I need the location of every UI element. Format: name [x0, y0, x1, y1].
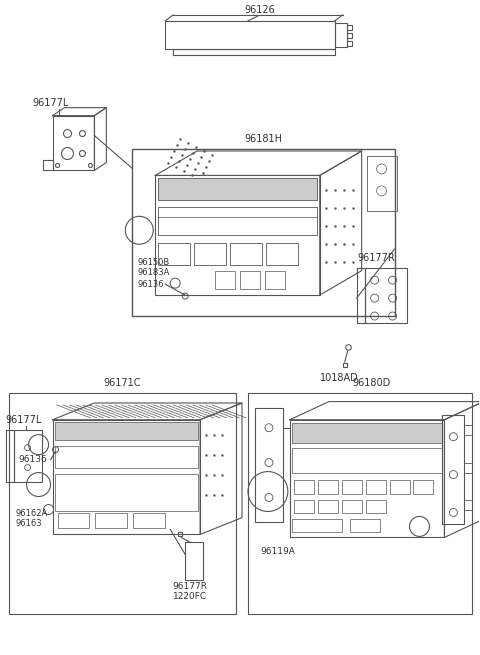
Bar — [347, 33, 352, 38]
Bar — [58, 514, 89, 529]
Bar — [290, 420, 444, 537]
Text: 96150B: 96150B — [137, 258, 169, 267]
Bar — [248, 393, 472, 614]
Bar — [464, 462, 472, 472]
Bar — [342, 500, 361, 514]
Text: 96177L: 96177L — [33, 98, 69, 107]
Bar — [443, 415, 464, 525]
Text: 1220FC: 1220FC — [173, 592, 207, 601]
Bar — [165, 21, 335, 49]
Bar — [366, 500, 385, 514]
Bar — [55, 474, 198, 512]
Bar — [365, 268, 407, 323]
Text: 96171C: 96171C — [104, 378, 141, 388]
Text: 96177L: 96177L — [6, 415, 42, 424]
Bar — [350, 519, 380, 533]
Bar — [55, 422, 198, 440]
Bar — [347, 41, 352, 46]
Bar — [464, 500, 472, 510]
Text: 96162A: 96162A — [16, 510, 48, 519]
Bar — [366, 479, 385, 493]
Bar — [158, 178, 317, 200]
Text: 96126: 96126 — [245, 5, 276, 15]
Bar — [96, 514, 127, 529]
Text: 96177R: 96177R — [358, 253, 396, 263]
Bar — [255, 408, 283, 523]
Bar — [464, 424, 472, 435]
Text: 96119A: 96119A — [260, 548, 295, 556]
Bar — [55, 445, 198, 468]
Text: 96136: 96136 — [19, 455, 48, 464]
Bar — [318, 500, 338, 514]
Bar — [292, 422, 443, 443]
Bar — [390, 479, 409, 493]
Bar — [13, 430, 42, 481]
Bar — [155, 176, 320, 295]
Bar — [215, 271, 235, 289]
Bar — [294, 500, 314, 514]
Bar — [133, 514, 165, 529]
Bar — [266, 243, 298, 265]
Bar — [318, 479, 338, 493]
Bar — [185, 542, 203, 580]
Bar — [413, 479, 433, 493]
Bar — [265, 271, 285, 289]
Text: 96177R: 96177R — [173, 582, 208, 591]
Text: 96163: 96163 — [16, 519, 42, 529]
Bar — [292, 519, 342, 533]
Bar — [194, 243, 226, 265]
Bar — [367, 156, 396, 211]
Bar — [292, 447, 443, 472]
Bar — [230, 243, 262, 265]
Bar — [294, 479, 314, 493]
Text: 96183A: 96183A — [137, 268, 169, 277]
Bar — [342, 479, 361, 493]
Bar — [347, 25, 352, 30]
Bar — [335, 23, 347, 47]
Bar — [52, 420, 200, 534]
Text: 96180D: 96180D — [352, 378, 391, 388]
Bar — [158, 243, 190, 265]
Text: 1018AD: 1018AD — [320, 373, 359, 383]
Bar — [158, 208, 317, 235]
Text: 96136: 96136 — [137, 280, 164, 289]
Bar — [240, 271, 260, 289]
Bar — [132, 149, 395, 316]
Bar — [9, 393, 236, 614]
Text: 96181H: 96181H — [244, 134, 282, 143]
